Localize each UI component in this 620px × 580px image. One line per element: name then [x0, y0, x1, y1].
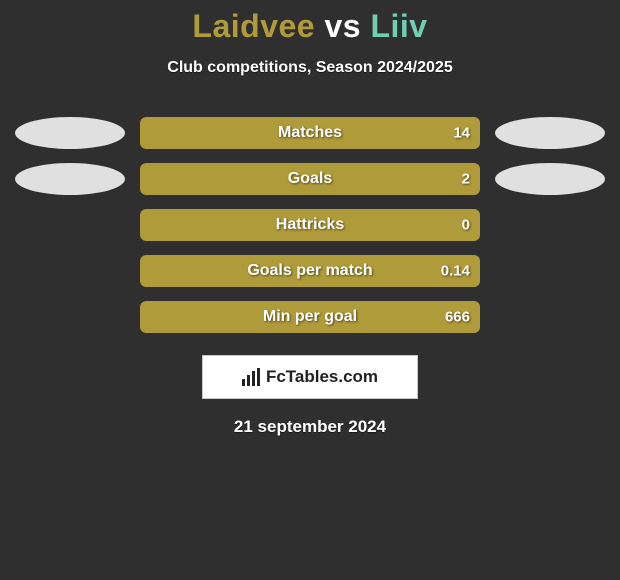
stat-row: Matches 14	[0, 117, 620, 149]
stat-row: Hattricks 0	[0, 209, 620, 241]
bar-chart-icon	[242, 368, 260, 386]
brand-badge: FcTables.com	[202, 355, 418, 399]
infographic-container: Laidvee vs Liiv Club competitions, Seaso…	[0, 0, 620, 437]
stat-label: Matches	[278, 124, 342, 142]
stat-label: Hattricks	[276, 216, 344, 234]
player2-indicator	[495, 163, 605, 195]
stat-value: 0.14	[441, 263, 470, 280]
vs-separator: vs	[324, 8, 361, 44]
stat-label: Goals	[288, 170, 332, 188]
comparison-title: Laidvee vs Liiv	[0, 8, 620, 45]
stat-rows: Matches 14 Goals 2 Hattricks 0 Goals per match…	[0, 117, 620, 333]
stat-value: 0	[462, 217, 470, 234]
stat-value: 666	[445, 309, 470, 326]
stat-row: Min per goal 666	[0, 301, 620, 333]
player2-name: Liiv	[370, 8, 427, 44]
stat-label: Goals per match	[247, 262, 372, 280]
stat-bar: Hattricks 0	[140, 209, 480, 241]
subtitle: Club competitions, Season 2024/2025	[0, 59, 620, 77]
player2-indicator	[495, 117, 605, 149]
stat-label: Min per goal	[263, 308, 357, 326]
stat-value: 2	[462, 171, 470, 188]
player1-name: Laidvee	[192, 8, 315, 44]
date-label: 21 september 2024	[0, 417, 620, 437]
player1-indicator	[15, 117, 125, 149]
stat-row: Goals per match 0.14	[0, 255, 620, 287]
stat-bar: Matches 14	[140, 117, 480, 149]
stat-bar: Goals per match 0.14	[140, 255, 480, 287]
stat-bar: Min per goal 666	[140, 301, 480, 333]
stat-bar: Goals 2	[140, 163, 480, 195]
player1-indicator	[15, 163, 125, 195]
stat-value: 14	[453, 125, 470, 142]
brand-text: FcTables.com	[266, 367, 378, 387]
stat-row: Goals 2	[0, 163, 620, 195]
